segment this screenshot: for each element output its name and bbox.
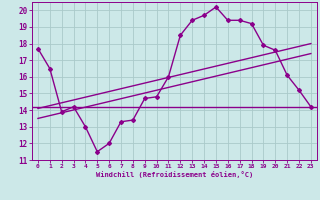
X-axis label: Windchill (Refroidissement éolien,°C): Windchill (Refroidissement éolien,°C) — [96, 171, 253, 178]
